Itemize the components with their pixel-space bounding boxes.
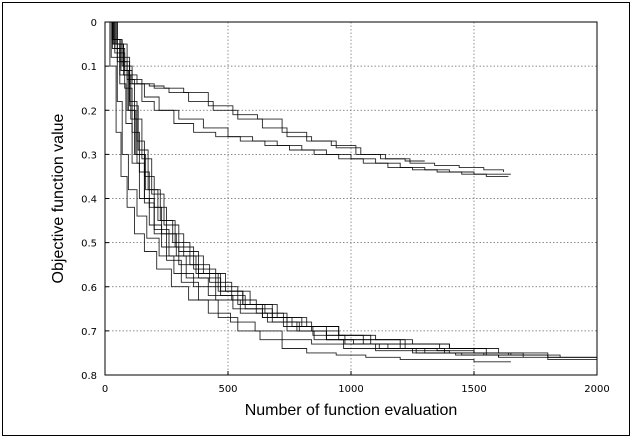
y-axis-title: Objective function value <box>50 113 67 283</box>
y-tick-label: 0 <box>91 18 97 29</box>
y-tick-label: 0.7 <box>81 327 97 338</box>
series-line-13 <box>105 21 511 363</box>
y-tick-label: 0.4 <box>81 195 97 206</box>
series-line-4 <box>105 21 509 177</box>
grid <box>105 22 597 375</box>
x-tick-label: 2000 <box>584 384 609 395</box>
series-line-2 <box>105 21 504 172</box>
y-tick-label: 0.5 <box>81 239 97 250</box>
tick-labels: 0 500 1000 1500 2000 0 0.1 0.2 0.3 0.4 0.5 0.6 0.7 0.… <box>81 18 610 395</box>
chart-frame <box>2 2 630 436</box>
series-line-11 <box>105 21 509 356</box>
series-line-1 <box>105 21 425 162</box>
x-tick-label: 1000 <box>338 384 363 395</box>
y-tick-label: 0.2 <box>81 106 97 117</box>
x-tick-label: 0 <box>102 384 108 395</box>
series-line-8 <box>105 21 500 358</box>
series-line-12 <box>105 21 450 354</box>
x-axis-title: Number of function evaluation <box>245 402 458 419</box>
series-layer <box>105 21 598 363</box>
series-line-9 <box>105 21 524 356</box>
y-tick-label: 0.6 <box>81 283 97 294</box>
series-line-10 <box>105 21 524 358</box>
series-line-14 <box>105 21 598 362</box>
y-tick-label: 0.8 <box>81 371 97 382</box>
x-tick-label: 500 <box>218 384 237 395</box>
x-tick-label: 1500 <box>461 384 486 395</box>
series-line-3 <box>105 21 511 175</box>
y-tick-label: 0.3 <box>81 150 97 161</box>
y-tick-label: 0.1 <box>81 62 97 73</box>
series-line-6 <box>105 21 561 358</box>
